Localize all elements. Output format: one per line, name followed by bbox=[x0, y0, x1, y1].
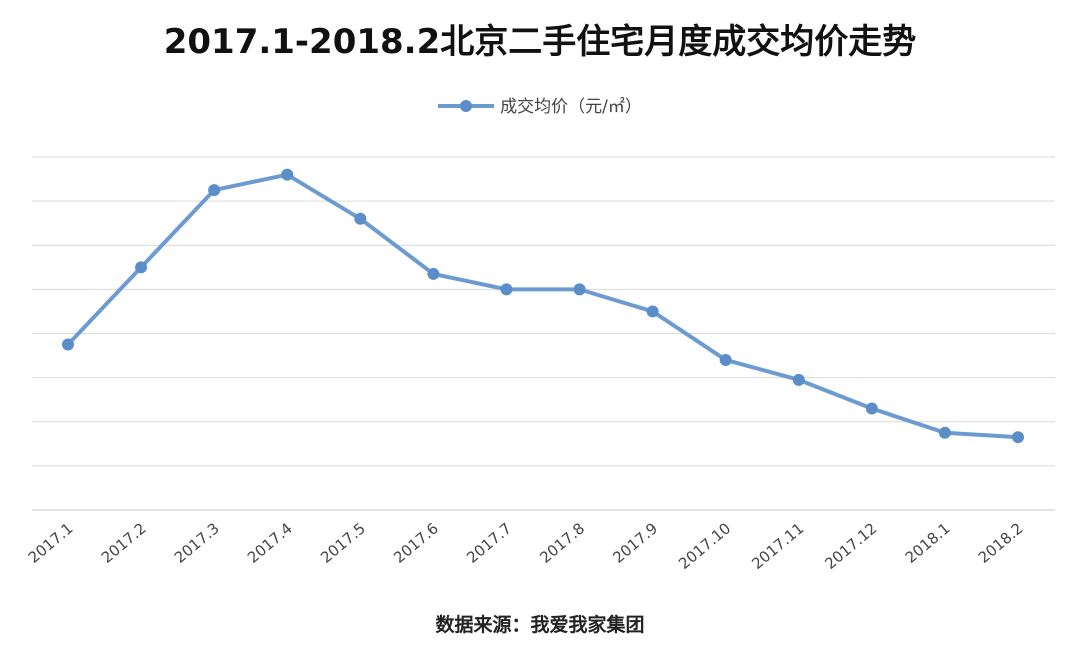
data-point-2017.1 bbox=[62, 338, 74, 351]
data-point-2017.4 bbox=[281, 168, 294, 181]
data-point-2017.3 bbox=[208, 184, 221, 197]
data-point-2017.11 bbox=[792, 373, 805, 386]
legend-label: 成交均价（元/㎡） bbox=[500, 97, 642, 117]
series-line bbox=[66, 172, 1019, 440]
data-point-2017.8 bbox=[573, 283, 586, 296]
data-point-2017.10 bbox=[719, 353, 732, 366]
x-tick-label: 2018.1 bbox=[902, 519, 954, 567]
data-point-2017.9 bbox=[646, 305, 659, 318]
x-tick-label: 2017.1 bbox=[25, 519, 77, 567]
x-tick-label: 2017.2 bbox=[98, 519, 150, 567]
data-point-2017.2 bbox=[135, 261, 148, 274]
chart-title: 2017.1-2018.2北京二手住宅月度成交均价走势 bbox=[163, 22, 917, 62]
data-point-2017.6 bbox=[427, 267, 440, 280]
x-tick-label: 2017.4 bbox=[244, 519, 296, 567]
data-point-2018.2 bbox=[1012, 431, 1024, 444]
x-tick-label: 2017.12 bbox=[821, 519, 880, 573]
legend-line-marker-icon bbox=[438, 98, 495, 112]
x-tick-label: 2017.8 bbox=[536, 519, 588, 567]
source-note: 数据来源：我爱我家集团 bbox=[435, 614, 645, 636]
x-tick-label: 2017.7 bbox=[463, 519, 515, 567]
x-tick-label: 2017.9 bbox=[609, 519, 661, 567]
data-point-2018.1 bbox=[938, 426, 951, 439]
data-point-2017.5 bbox=[354, 212, 367, 225]
x-tick-label: 2017.6 bbox=[390, 519, 442, 567]
legend: 成交均价（元/㎡） bbox=[0, 92, 1080, 117]
data-point-2017.12 bbox=[865, 402, 878, 415]
x-tick-label: 2018.2 bbox=[975, 519, 1027, 567]
x-tick-label: 2017.5 bbox=[317, 519, 369, 567]
x-tick-label: 2017.3 bbox=[171, 519, 223, 567]
x-tick-label: 2017.10 bbox=[675, 519, 734, 573]
data-point-2017.7 bbox=[500, 283, 513, 296]
x-tick-label: 2017.11 bbox=[748, 519, 807, 573]
